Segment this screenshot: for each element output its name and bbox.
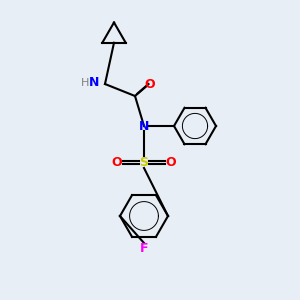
Text: O: O [112,155,122,169]
Text: O: O [166,155,176,169]
Text: N: N [89,76,100,89]
Text: H: H [81,77,90,88]
Text: O: O [145,77,155,91]
Text: F: F [140,242,148,256]
Text: N: N [139,119,149,133]
Text: S: S [140,155,148,169]
